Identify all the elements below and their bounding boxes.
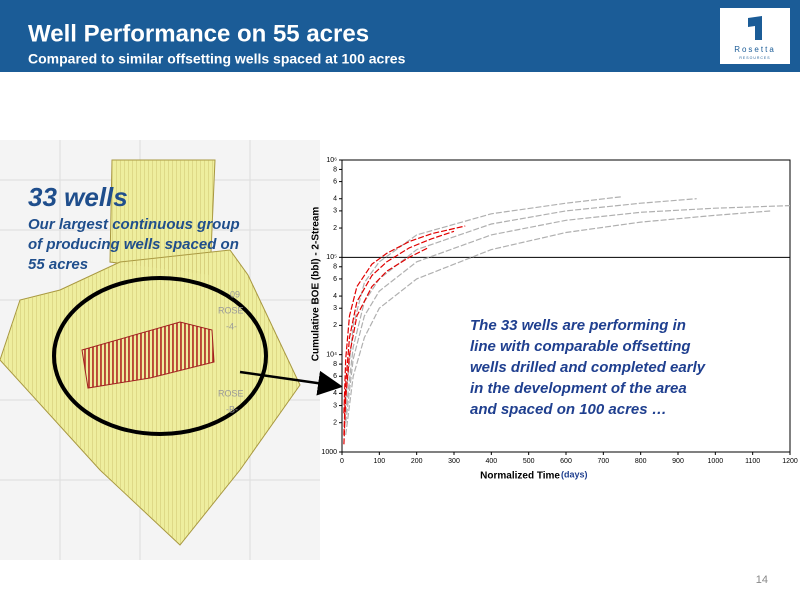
- annotation-line: wells drilled and completed early: [470, 359, 706, 376]
- y-tick-label: 3: [333, 305, 337, 312]
- x-tick-label: 200: [411, 458, 423, 465]
- y-tick-label: 8: [333, 166, 337, 173]
- x-tick-label: 1100: [745, 458, 760, 465]
- x-tick-label: 500: [523, 458, 535, 465]
- y-tick-label: 3: [333, 402, 337, 409]
- callout: Our largest continuous group of producing…: [28, 216, 240, 273]
- series-line: [345, 196, 623, 400]
- x-tick-label: 700: [597, 458, 609, 465]
- series-line: [345, 198, 697, 414]
- y-tick-label: 6: [333, 373, 337, 380]
- y-tick-label: 8: [333, 361, 337, 368]
- y-tick-label: 3: [333, 208, 337, 215]
- logo-icon: [748, 16, 762, 40]
- series-line: [343, 247, 429, 445]
- map-label: ROSE: [218, 305, 244, 315]
- y-axis-label: Cumulative BOE (bbl) - 2-Stream: [311, 207, 322, 362]
- x-axis-label: Normalized Time: [480, 471, 560, 482]
- logo-text: Rosetta: [734, 45, 776, 54]
- header-bar: [0, 0, 800, 72]
- x-tick-label: 100: [373, 458, 385, 465]
- x-tick-label: 800: [635, 458, 647, 465]
- page-number: 14: [756, 574, 768, 586]
- x-tick-label: 900: [672, 458, 684, 465]
- well-group: [81, 321, 215, 389]
- y-tick-label: 1000: [321, 449, 337, 456]
- subtitle: Compared to similar offsetting wells spa…: [28, 51, 406, 67]
- y-tick-label: 10⁵: [326, 254, 337, 261]
- y-tick-label: 4: [333, 196, 337, 203]
- map-label: -4-: [226, 321, 237, 331]
- arrow: [239, 370, 343, 396]
- y-tick-label: 10⁴: [326, 352, 337, 359]
- y-tick-label: 8: [333, 264, 337, 271]
- series-line: [343, 225, 466, 414]
- x-tick-label: 300: [448, 458, 460, 465]
- annotation-line: and spaced on 100 acres …: [470, 401, 667, 418]
- x-tick-label: 1200: [782, 458, 798, 465]
- series-line: [345, 205, 791, 423]
- x-tick-label: 1000: [708, 458, 724, 465]
- annotation-line: The 33 wells are performing in: [470, 317, 686, 334]
- series-line: [343, 230, 455, 435]
- callout-line: of producing wells spaced on: [28, 236, 239, 253]
- title: Well Performance on 55 acres: [28, 20, 369, 47]
- map: 09 ROSE -4- ROSE -B-: [0, 140, 343, 560]
- callout-title: 33 wells: [28, 182, 128, 212]
- map-hatch: [0, 250, 300, 545]
- annotation: The 33 wells are performing in line with …: [470, 317, 706, 418]
- y-tick-label: 6: [333, 276, 337, 283]
- map-label: ROSE: [218, 388, 244, 398]
- y-tick-label: 10⁶: [326, 157, 337, 164]
- map-hatch: [110, 160, 215, 275]
- y-tick-label: 4: [333, 293, 337, 300]
- logo-subtext: RESOURCES: [739, 56, 770, 60]
- x-axis-unit: (days): [561, 469, 588, 479]
- chart: 0 100 200 300 400 500 600 700 800 900 1000 1100 1200…: [311, 157, 798, 482]
- callout-line: 55 acres: [28, 256, 88, 273]
- y-tick-label: 2: [333, 420, 337, 427]
- y-tick-label: 6: [333, 178, 337, 185]
- annotation-line: in the development of the area: [470, 380, 687, 397]
- x-tick-label: 0: [340, 458, 344, 465]
- series-line: [345, 210, 772, 435]
- map-label: -B-: [226, 404, 238, 414]
- y-tick-label: 2: [333, 322, 337, 329]
- callout-line: Our largest continuous group: [28, 216, 240, 233]
- highlight-ellipse: [52, 276, 268, 436]
- y-tick-label: 4: [333, 390, 337, 397]
- y-tick-label: 2: [333, 225, 337, 232]
- map-label: 09: [230, 289, 240, 299]
- x-tick-label: 600: [560, 458, 572, 465]
- annotation-line: line with comparable offsetting: [470, 338, 691, 355]
- x-tick-label: 400: [485, 458, 497, 465]
